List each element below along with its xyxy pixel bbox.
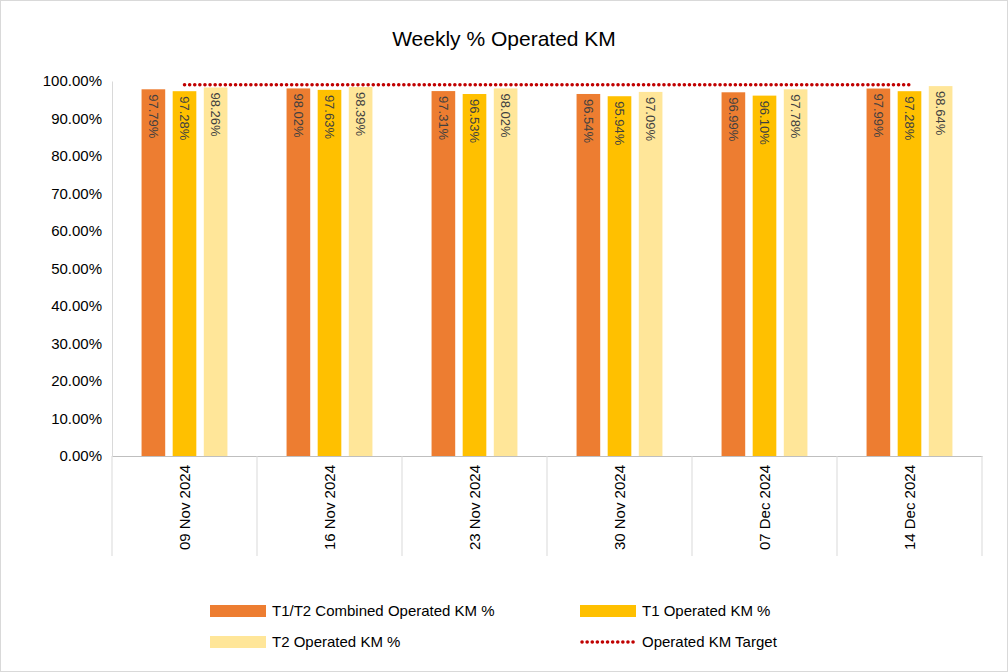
category-separator — [692, 456, 693, 556]
bar — [463, 94, 487, 456]
bar — [722, 92, 746, 456]
y-axis: 0.00% 10.00% 20.00% 30.00% 40.00% 50.00% 60.00… — [43, 72, 113, 464]
chart: Weekly % Operated KM 0.00% 10.00% 20.00% 30.… — [0, 0, 1008, 672]
data-label: 97.28% — [902, 96, 917, 141]
y-tick: 80.00% — [51, 147, 112, 164]
target-line — [185, 83, 910, 87]
bar — [142, 89, 166, 456]
bar — [494, 88, 518, 456]
bar — [784, 89, 808, 456]
x-tick: 30 Nov 2024 — [611, 456, 628, 550]
x-tick: 23 Nov 2024 — [466, 456, 483, 550]
y-tick: 10.00% — [51, 410, 112, 427]
x-tick: 09 Nov 2024 — [176, 456, 193, 550]
data-label: 97.79% — [146, 94, 161, 139]
category-separator — [547, 456, 548, 556]
legend-label: T1/T2 Combined Operated KM % — [272, 602, 495, 619]
chart-frame — [1, 1, 1008, 672]
y-tick-label: 10.00% — [51, 410, 102, 427]
y-tick-label: 90.00% — [51, 110, 102, 127]
bar — [867, 89, 891, 456]
x-tick-label: 23 Nov 2024 — [466, 465, 483, 550]
bar — [929, 86, 953, 456]
data-label: 97.09% — [643, 97, 658, 142]
y-tick: 90.00% — [51, 110, 112, 127]
y-tick-label: 100.00% — [43, 72, 102, 89]
data-label: 97.31% — [436, 96, 451, 141]
y-tick: 30.00% — [51, 335, 112, 352]
data-label: 97.99% — [871, 94, 886, 139]
bar — [753, 96, 777, 456]
legend-label: T2 Operated KM % — [272, 633, 400, 650]
y-tick-label: 70.00% — [51, 185, 102, 202]
category-separator — [402, 456, 403, 556]
data-labels: 97.79% 98.02% 97.31% 96.54% 96.99% 97.99% 97.2… — [146, 91, 948, 146]
data-label: 98.02% — [291, 93, 306, 138]
data-label: 98.64% — [933, 91, 948, 136]
legend-swatch — [210, 605, 266, 617]
legend-label: T1 Operated KM % — [642, 602, 770, 619]
data-label: 97.28% — [177, 96, 192, 141]
category-separators — [112, 456, 982, 556]
data-label: 96.99% — [726, 97, 741, 142]
bar — [204, 88, 228, 456]
category-separator — [112, 456, 113, 556]
data-label: 96.53% — [467, 99, 482, 144]
y-axis-line — [112, 82, 113, 457]
legend-item: T1/T2 Combined Operated KM % — [210, 602, 495, 619]
y-tick-label: 50.00% — [51, 260, 102, 277]
bar — [173, 91, 197, 456]
y-tick: 60.00% — [51, 222, 112, 239]
legend-item: T2 Operated KM % — [210, 633, 400, 650]
bar — [577, 94, 601, 456]
x-tick-label: 07 Dec 2024 — [756, 465, 773, 550]
bar — [432, 91, 456, 456]
bar — [898, 91, 922, 456]
data-label: 96.10% — [757, 101, 772, 146]
y-tick: 20.00% — [51, 372, 112, 389]
legend-swatch — [210, 636, 266, 648]
data-label: 98.02% — [498, 93, 513, 138]
plot-marks — [142, 85, 953, 456]
y-tick-label: 30.00% — [51, 335, 102, 352]
x-tick: 14 Dec 2024 — [901, 456, 918, 550]
legend-swatch — [582, 640, 634, 644]
bar — [349, 87, 373, 456]
category-separator — [837, 456, 838, 556]
category-separator — [257, 456, 258, 556]
bar — [608, 96, 632, 456]
x-tick-label: 14 Dec 2024 — [901, 465, 918, 550]
y-tick-label: 20.00% — [51, 372, 102, 389]
legend-item: Operated KM Target — [582, 633, 778, 650]
data-label: 97.63% — [322, 95, 337, 140]
data-label: 97.78% — [788, 94, 803, 139]
y-tick-label: 80.00% — [51, 147, 102, 164]
x-tick: 07 Dec 2024 — [756, 456, 773, 550]
y-tick: 40.00% — [51, 297, 112, 314]
y-tick-label: 0.00% — [59, 447, 102, 464]
x-tick: 16 Nov 2024 — [321, 456, 338, 550]
bar — [639, 92, 663, 456]
y-tick-label: 60.00% — [51, 222, 102, 239]
data-label: 98.39% — [353, 92, 368, 137]
x-tick-label: 16 Nov 2024 — [321, 465, 338, 550]
legend-swatch — [580, 605, 636, 617]
y-tick: 50.00% — [51, 260, 112, 277]
y-tick-label: 40.00% — [51, 297, 102, 314]
y-tick: 100.00% — [43, 72, 112, 89]
bar — [287, 88, 311, 456]
category-separator — [982, 456, 983, 556]
y-tick: 0.00% — [59, 447, 112, 464]
y-tick: 70.00% — [51, 185, 112, 202]
data-label: 98.26% — [208, 93, 223, 138]
legend-item: T1 Operated KM % — [580, 602, 770, 619]
x-tick-label: 30 Nov 2024 — [611, 465, 628, 550]
data-label: 95.94% — [612, 101, 627, 146]
x-tick-label: 09 Nov 2024 — [176, 465, 193, 550]
title: Weekly % Operated KM — [392, 27, 616, 50]
legend: T1/T2 Combined Operated KM % T1 Operated … — [210, 602, 778, 650]
data-label: 96.54% — [581, 99, 596, 144]
legend-label: Operated KM Target — [642, 633, 778, 650]
bar — [318, 90, 342, 456]
